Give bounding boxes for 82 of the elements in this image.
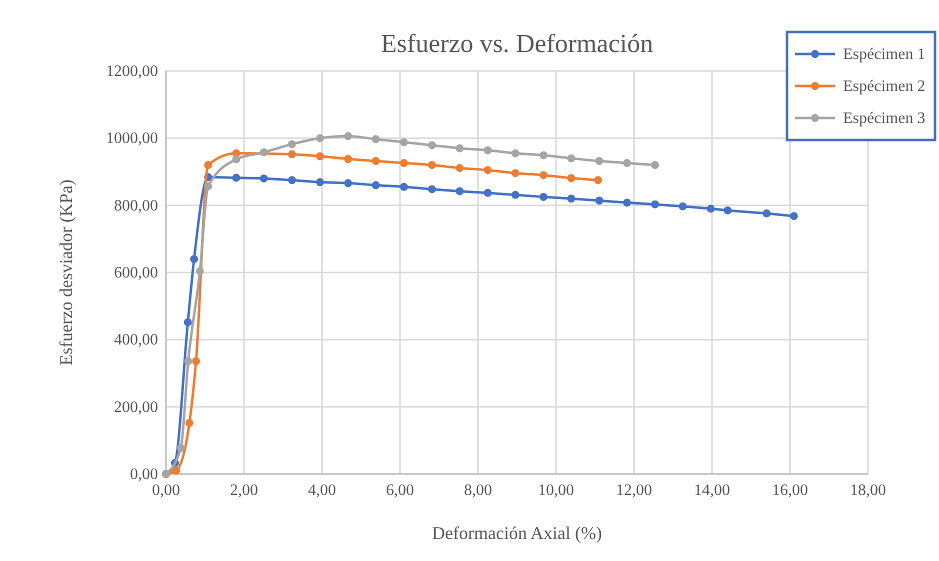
y-tick-label: 1200,00 — [106, 63, 158, 80]
point — [456, 187, 464, 196]
point — [192, 357, 200, 366]
point — [172, 466, 180, 475]
x-tick-label: 14,00 — [694, 482, 730, 499]
x-tick-label: 0,00 — [152, 482, 180, 499]
point — [400, 159, 408, 168]
x-tick-label: 2,00 — [230, 482, 258, 499]
y-tick-label: 200,00 — [114, 398, 158, 416]
point — [540, 192, 548, 201]
point — [567, 154, 576, 162]
y-tick-label: 1000,00 — [106, 130, 158, 148]
point — [567, 174, 576, 182]
y-tick-label: 600,00 — [114, 264, 158, 282]
y-axis-title: Esfuerzo desviador (KPa) — [56, 180, 76, 366]
x-tick-label: 4,00 — [308, 482, 336, 499]
point — [540, 171, 548, 180]
legend-label: Espécimen 2 — [843, 78, 926, 95]
point — [316, 178, 324, 186]
point — [428, 161, 436, 170]
point — [204, 182, 212, 190]
x-tick-label: 6,00 — [386, 482, 414, 499]
point — [622, 198, 631, 207]
point — [372, 181, 380, 190]
x-axis-title: Deformación Axial (%) — [432, 523, 602, 543]
point — [288, 150, 296, 158]
point — [484, 188, 492, 197]
point — [540, 151, 548, 160]
x-tick-label: 16,00 — [772, 482, 808, 499]
point — [190, 255, 198, 264]
point — [260, 148, 268, 156]
point — [288, 176, 296, 184]
point — [678, 202, 687, 210]
legend-label: Espécimen 1 — [843, 46, 926, 63]
point — [288, 140, 296, 148]
x-tick-label: 10,00 — [538, 482, 574, 499]
point — [204, 161, 212, 170]
point — [511, 149, 520, 158]
point — [456, 164, 464, 172]
y-tick-label: 800,00 — [114, 197, 158, 214]
point — [176, 444, 185, 452]
point — [511, 169, 520, 178]
point — [344, 132, 352, 140]
x-tick-label: 18,00 — [850, 482, 886, 499]
point — [184, 357, 192, 366]
point — [184, 318, 192, 326]
point — [316, 152, 324, 160]
x-tick-label: 12,00 — [616, 482, 652, 499]
point — [316, 134, 324, 142]
point — [344, 179, 352, 188]
point — [428, 141, 436, 150]
point — [651, 200, 660, 208]
point — [762, 209, 771, 218]
point — [790, 212, 798, 220]
legend-label: Espécimen 3 — [843, 110, 926, 127]
point — [484, 166, 492, 174]
point — [651, 161, 660, 170]
point — [567, 194, 576, 203]
point — [344, 154, 352, 163]
point — [372, 135, 380, 144]
point — [622, 159, 631, 168]
point — [185, 418, 194, 427]
point — [724, 206, 732, 214]
point — [595, 196, 604, 205]
point — [232, 174, 240, 182]
point — [595, 157, 604, 166]
point — [400, 182, 408, 191]
point — [456, 144, 464, 152]
point — [400, 138, 408, 146]
point — [594, 176, 602, 184]
y-tick-label: 400,00 — [114, 332, 158, 349]
x-tick-label: 8,00 — [464, 482, 492, 499]
point — [484, 146, 492, 154]
point — [232, 155, 240, 164]
point — [196, 267, 204, 276]
y-tick-label: 0,00 — [130, 466, 158, 483]
point — [706, 204, 715, 213]
point — [428, 185, 436, 194]
point — [260, 174, 268, 182]
chart-title: Esfuerzo vs. Deformación — [380, 29, 654, 58]
point — [372, 157, 380, 166]
point — [511, 190, 520, 199]
